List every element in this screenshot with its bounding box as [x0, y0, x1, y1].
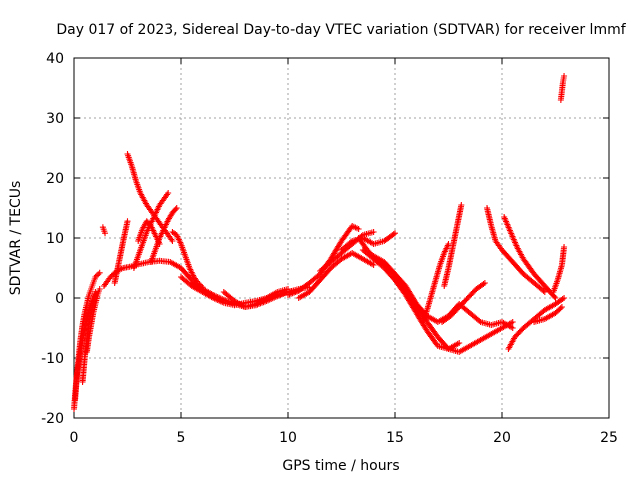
axis-ticks	[73, 57, 610, 419]
grid	[74, 58, 609, 418]
series-arc-19	[338, 230, 398, 253]
data-point	[558, 304, 565, 310]
data-point	[124, 218, 131, 225]
data-point-fill	[540, 287, 547, 294]
series-arc-02	[72, 289, 99, 403]
data-point-fill	[172, 206, 179, 213]
data-point	[392, 230, 398, 237]
series-arc-31	[550, 244, 568, 295]
series-arc-24	[419, 241, 452, 325]
series-arc-04	[83, 286, 103, 355]
series-arc-05	[99, 224, 109, 237]
data-point	[169, 238, 176, 244]
data-point	[370, 262, 377, 268]
series-arc-32	[557, 73, 568, 103]
series-arc-23	[392, 277, 516, 355]
series-arc-25	[441, 202, 465, 289]
x-tick-label: 0	[70, 430, 79, 446]
series-arc-28	[501, 214, 559, 301]
data-point-fill	[347, 239, 354, 246]
series-arc-26	[439, 280, 488, 325]
data-point-fill	[557, 305, 564, 312]
data-point-fill	[95, 271, 102, 278]
y-tick-label: 0	[55, 291, 64, 307]
x-tick-labels: 0 5 10 15 20 25	[70, 430, 618, 446]
chart-title: Day 017 of 2023, Sidereal Day-to-day VTE…	[56, 22, 626, 38]
series-arc-10	[135, 218, 163, 247]
data-point	[481, 280, 488, 286]
data-point	[509, 325, 516, 331]
data-point	[96, 269, 103, 276]
x-axis-label: GPS time / hours	[282, 458, 399, 474]
y-tick-label: -20	[41, 411, 64, 427]
y-tick-label: 20	[46, 171, 64, 187]
y-tick-label: -10	[41, 351, 64, 367]
data-point	[552, 295, 559, 301]
y-tick-label: 10	[46, 231, 64, 247]
series-arc-30	[531, 304, 565, 325]
series-arc-11	[148, 205, 180, 265]
data-point	[173, 205, 180, 211]
series-arc-17	[295, 250, 377, 301]
data-point	[458, 202, 465, 208]
y-tick-labels: -20 -10 0 10 20 30 40	[41, 51, 64, 427]
data-point-fill	[480, 281, 487, 287]
series-arc-27	[484, 205, 548, 295]
series-arc-15	[220, 286, 291, 310]
y-tick-label: 30	[46, 111, 64, 127]
data-point	[541, 289, 548, 295]
x-tick-label: 10	[279, 430, 297, 446]
y-axis-label: SDTVAR / TECUs	[8, 181, 24, 296]
data-point	[285, 286, 291, 292]
series-arc-29	[505, 295, 568, 352]
data-point	[561, 244, 568, 250]
series-arc-12	[169, 229, 206, 291]
data-point	[165, 190, 172, 196]
data-point	[456, 340, 463, 346]
data-point-fill	[559, 296, 566, 302]
series-arc-16	[285, 223, 362, 298]
data-point	[509, 319, 516, 325]
data-point-fill	[93, 272, 100, 279]
data-point	[561, 295, 568, 301]
x-tick-label: 20	[493, 430, 511, 446]
x-tick-label: 25	[600, 430, 618, 446]
data-point	[96, 286, 103, 292]
data-point	[561, 73, 568, 79]
data-points	[71, 73, 568, 412]
data-point	[370, 229, 377, 235]
data-point-fill	[476, 317, 483, 324]
y-tick-label: 40	[46, 51, 64, 67]
data-point-fill	[551, 293, 558, 300]
data-point	[355, 226, 362, 232]
data-point-fill	[390, 231, 397, 238]
series-arc-07	[111, 218, 131, 286]
x-tick-label: 5	[177, 430, 186, 446]
data-point	[92, 274, 99, 280]
data-point	[102, 230, 109, 237]
x-tick-label: 15	[386, 430, 404, 446]
